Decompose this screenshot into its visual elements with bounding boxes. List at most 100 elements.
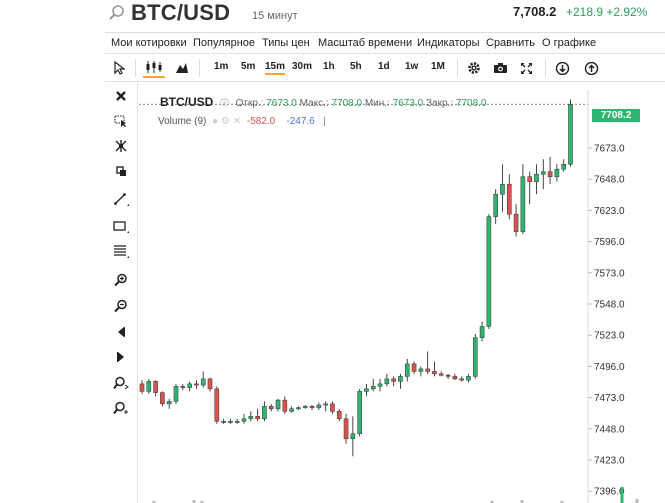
candle-body xyxy=(214,388,220,422)
candle-body xyxy=(289,408,294,412)
interval-30m[interactable]: 30m xyxy=(292,61,313,72)
interval-1M[interactable]: 1M xyxy=(431,61,445,72)
interval-1h[interactable]: 1h xyxy=(323,61,335,72)
candle-body xyxy=(323,403,328,406)
volume-controls-icon[interactable]: ● ⚙ ✕ xyxy=(212,116,242,127)
price-tick-label: 7523.0 xyxy=(594,331,625,342)
price-change: +218.9 +2.92% xyxy=(566,5,648,19)
trend-line-tool-button[interactable] xyxy=(112,191,130,209)
interval-15m[interactable]: 15m xyxy=(265,61,286,75)
candle-body xyxy=(343,418,349,440)
price-axis[interactable]: 7673.0 7648.0 7623.0 7596.0 7573.0 7548.0 7523… xyxy=(587,90,625,503)
fullscreen-button[interactable] xyxy=(517,58,535,78)
menu-compare[interactable]: Сравнить xyxy=(486,37,536,49)
interval-1w[interactable]: 1w xyxy=(405,61,419,72)
select-tool-button[interactable] xyxy=(112,112,130,130)
volume-bar xyxy=(152,501,156,503)
candle-body xyxy=(336,411,342,420)
interval-5h[interactable]: 5h xyxy=(350,61,362,72)
cloud-download-icon xyxy=(555,61,569,75)
zoom-out-button[interactable] xyxy=(112,297,130,315)
chart-toolbar: 1m 5m 15m 30m 1h 5h 1d 1w 1M xyxy=(105,55,665,82)
rectangle-tool-button[interactable] xyxy=(112,218,130,236)
fullscreen-icon xyxy=(520,62,532,74)
legend-high-label: Макс.: xyxy=(299,98,329,109)
candle-body xyxy=(194,383,199,386)
legend-high: 7708.0 xyxy=(331,98,363,109)
upload-button[interactable] xyxy=(582,58,600,78)
menu-time-scale[interactable]: Масштаб времени xyxy=(318,37,413,49)
clone-tool-button[interactable] xyxy=(112,162,130,180)
candle-body xyxy=(459,378,464,381)
crosshair-tool-button[interactable] xyxy=(112,137,130,155)
crosshair-icon xyxy=(115,140,127,152)
eye-icon[interactable]: 👁 xyxy=(218,98,231,109)
menu-indicators[interactable]: Индикаторы xyxy=(417,37,480,49)
price-tick-label: 7623.0 xyxy=(594,206,625,217)
candle-body xyxy=(173,386,179,402)
menu-popular[interactable]: Популярное xyxy=(193,37,256,49)
candle-body xyxy=(180,386,186,388)
price-tick-label: 7548.0 xyxy=(594,300,625,311)
menu-my-quotes[interactable]: Мои котировки xyxy=(111,37,187,49)
zoom-fit-button[interactable] xyxy=(112,399,130,417)
menu-about-chart[interactable]: О графике xyxy=(542,37,597,49)
legend-open-label: Откр.: xyxy=(235,98,264,109)
interval-5m[interactable]: 5m xyxy=(241,61,256,72)
candle-body xyxy=(554,168,560,177)
cursor-tool-button[interactable] xyxy=(111,58,127,78)
volume-bar xyxy=(635,499,639,503)
candles-chart-button[interactable] xyxy=(143,58,165,78)
price-tick-label: 7496.0 xyxy=(594,362,625,373)
volume-value: -582.0 xyxy=(246,116,276,127)
candle-body xyxy=(561,163,566,170)
symbol-title[interactable]: BTC/USD xyxy=(131,0,231,25)
candle-body xyxy=(541,171,546,175)
candle-body xyxy=(411,363,417,372)
zoom-reset-button[interactable] xyxy=(112,374,130,392)
rectangle-icon xyxy=(113,221,129,233)
scroll-right-button[interactable] xyxy=(112,348,130,366)
trend-line-icon xyxy=(114,193,129,206)
remove-drawings-button[interactable] xyxy=(112,87,130,105)
candle-body xyxy=(330,403,335,412)
interval-1m[interactable]: 1m xyxy=(214,61,229,72)
ohlc-legend: BTC/USD 👁 Откр.: 7673.0 Макс.: 7708.0 Ми… xyxy=(160,95,486,109)
candle-body xyxy=(377,383,383,387)
fibonacci-tool-button[interactable] xyxy=(112,243,130,261)
screenshot-button[interactable] xyxy=(491,58,509,78)
candle-body xyxy=(296,407,301,410)
settings-button[interactable] xyxy=(465,58,483,78)
menu-price-types[interactable]: Типы цен xyxy=(262,37,310,49)
candle-body xyxy=(234,421,240,423)
candle-body xyxy=(418,368,424,372)
candle-body xyxy=(248,416,254,420)
candle-body xyxy=(520,176,526,232)
gear-icon xyxy=(468,62,480,74)
search-icon[interactable] xyxy=(108,4,126,22)
zoom-fit-icon xyxy=(113,401,128,415)
fibonacci-lines-icon xyxy=(114,245,129,258)
scroll-left-button[interactable] xyxy=(112,323,130,341)
volume-bar xyxy=(490,501,494,503)
price-tick-label: 7423.0 xyxy=(594,456,625,467)
volume-bar xyxy=(200,501,204,503)
interval-1d[interactable]: 1d xyxy=(378,61,390,72)
download-button[interactable] xyxy=(553,58,571,78)
zoom-in-button[interactable] xyxy=(112,271,130,289)
legend-close-label: Закр.: xyxy=(426,98,454,109)
candle-body xyxy=(370,386,376,390)
candle-body xyxy=(466,376,471,381)
volume-bar xyxy=(560,501,564,503)
candle-body xyxy=(568,104,573,165)
area-chart-button[interactable] xyxy=(173,58,191,78)
volume-bar xyxy=(520,500,524,503)
candle-body xyxy=(500,183,505,195)
price-tick-label: 7673.0 xyxy=(594,144,625,155)
candle-body xyxy=(425,368,430,372)
candle-body xyxy=(404,363,410,377)
close-icon xyxy=(116,91,126,101)
price-tick-label: 7573.0 xyxy=(594,268,625,279)
cursor-icon xyxy=(114,61,125,75)
